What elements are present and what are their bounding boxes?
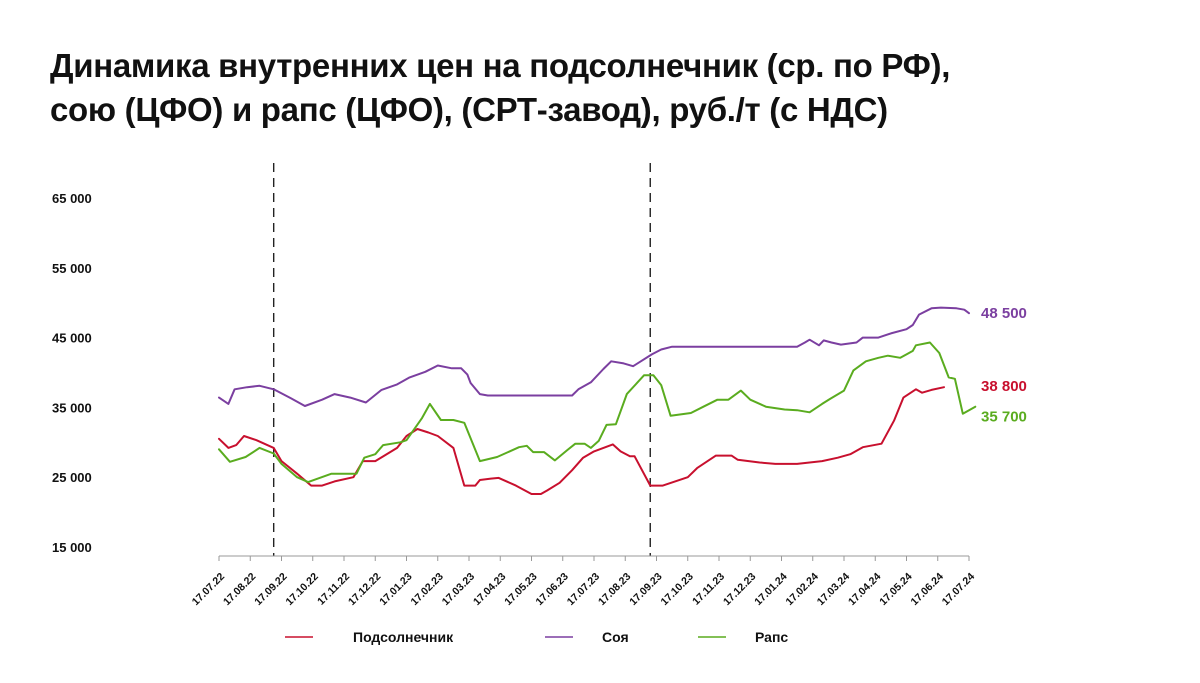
x-tick-label-17-09-22: 17.09.22 [252,571,289,608]
x-tick-label-17-09-23: 17.09.23 [627,571,664,608]
chart-title: Динамика внутренних цен на подсолнечник … [50,44,1150,132]
legend-label-sunflower: Подсолнечник [353,629,454,645]
x-tick-label-17-01-23: 17.01.23 [377,571,414,608]
x-tick-label-17-05-24: 17.05.24 [877,571,914,608]
x-tick-label-17-10-23: 17.10.23 [658,571,695,608]
legend-label-soy: Соя [602,629,629,645]
x-tick-label-17-12-22: 17.12.22 [346,571,383,608]
x-tick-label-17-04-24: 17.04.24 [846,571,883,608]
chart-title-line-2: сою (ЦФО) и рапс (ЦФО), (СРТ-завод), руб… [50,91,888,128]
legend-label-rapeseed: Рапс [755,629,788,645]
x-axis: 17.07.2217.08.2217.09.2217.10.2217.11.22… [190,555,977,608]
period-dividers [272,163,651,556]
x-tick-label-17-03-24: 17.03.24 [815,571,852,608]
series-line-sunflower [218,386,945,495]
chart-title-line-1: Динамика внутренних цен на подсолнечник … [50,47,951,84]
y-axis-tick-labels: 15 000 25 000 35 000 45 000 55 000 65 000 [52,191,92,555]
x-tick-label-17-05-23: 17.05.23 [502,571,539,608]
x-tick-label-17-03-23: 17.03.23 [440,571,477,608]
series-lines [218,306,977,495]
x-tick-label-17-02-23: 17.02.23 [408,571,445,608]
x-tick-label-17-07-22: 17.07.22 [190,571,227,608]
chart-legend: Подсолнечник Соя Рапс [285,629,788,645]
x-tick-label-17-11-22: 17.11.22 [315,571,352,608]
series-end-labels: 38 800 48 500 35 700 [981,305,1027,426]
x-tick-label-17-10-22: 17.10.22 [283,571,320,608]
y-tick-label-45-000: 45 000 [52,331,92,346]
y-tick-label-25-000: 25 000 [52,470,92,485]
end-label-rapeseed: 35 700 [981,409,1027,426]
x-tick-label-17-06-24: 17.06.24 [908,571,945,608]
x-tick-label-17-01-24: 17.01.24 [752,571,789,608]
series-line-soy [218,306,970,407]
series-line-rapeseed [218,341,977,484]
y-tick-label-55-000: 55 000 [52,261,92,276]
x-tick-label-17-08-22: 17.08.22 [221,571,258,608]
y-tick-label-35-000: 35 000 [52,400,92,415]
x-tick-label-17-07-24: 17.07.24 [940,571,977,608]
x-tick-label-17-02-24: 17.02.24 [783,571,820,608]
end-label-soy: 48 500 [981,305,1027,322]
y-tick-label-65-000: 65 000 [52,191,92,206]
y-tick-label-15-000: 15 000 [52,540,92,555]
end-label-sunflower: 38 800 [981,378,1027,395]
x-tick-label-17-12-23: 17.12.23 [721,571,758,608]
x-tick-label-17-11-23: 17.11.23 [690,571,727,608]
x-tick-label-17-04-23: 17.04.23 [471,571,508,608]
x-tick-label-17-06-23: 17.06.23 [533,571,570,608]
x-tick-label-17-08-23: 17.08.23 [596,571,633,608]
x-tick-label-17-07-23: 17.07.23 [565,571,602,608]
